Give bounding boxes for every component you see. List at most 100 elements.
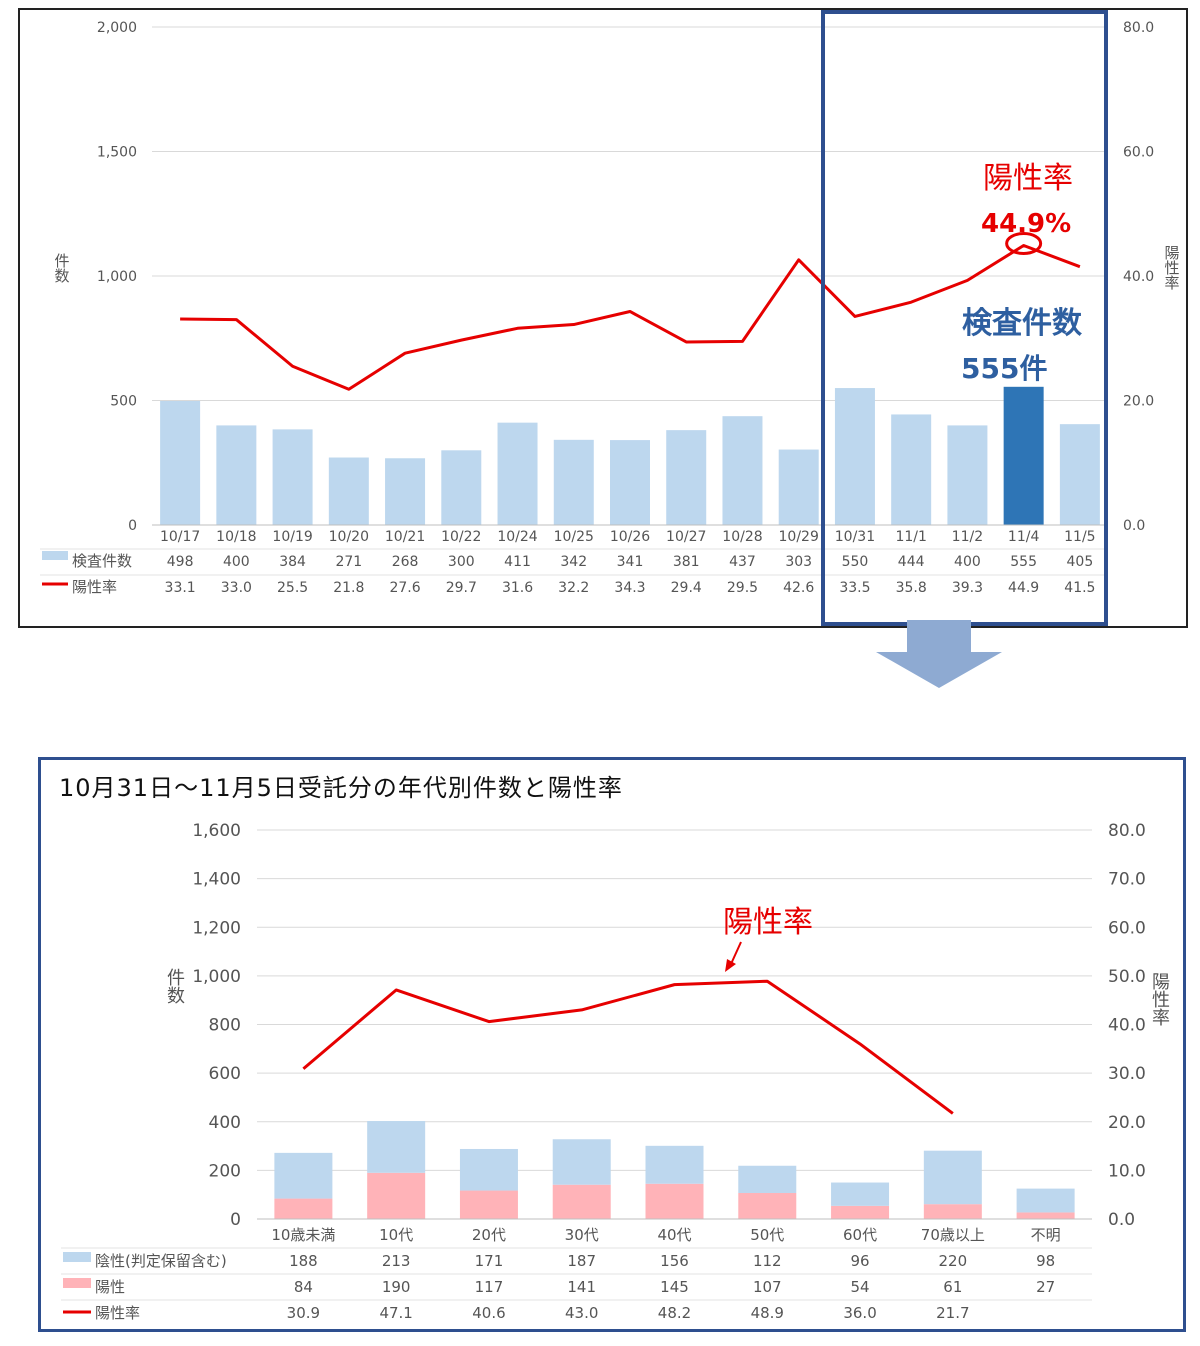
data-label-rate: 47.1 xyxy=(379,1304,412,1322)
y-tick-label: 1,500 xyxy=(97,145,137,161)
annotation-rate-label: 陽性率 xyxy=(983,161,1073,196)
data-label-count: 498 xyxy=(167,554,194,570)
data-label-negative: 96 xyxy=(851,1252,870,1270)
data-label-rate: 48.9 xyxy=(751,1304,784,1322)
y-tick-label: 0 xyxy=(230,1210,241,1230)
legend-label-rate: 陽性率 xyxy=(72,578,117,596)
y2-tick-label: 20.0 xyxy=(1108,1113,1146,1133)
legend-swatch-negative xyxy=(63,1252,91,1262)
data-label-count: 381 xyxy=(673,554,700,570)
data-label-count: 400 xyxy=(954,554,981,570)
data-label-rate: 29.5 xyxy=(727,580,758,596)
data-label-count: 384 xyxy=(279,554,306,570)
data-label-rate: 42.6 xyxy=(783,580,814,596)
y2-tick-label: 50.0 xyxy=(1108,967,1146,987)
y2-tick-label: 80.0 xyxy=(1123,20,1154,36)
y2-tick-label: 60.0 xyxy=(1123,145,1154,161)
data-label-rate: 31.6 xyxy=(502,580,533,596)
bar-positive xyxy=(552,1184,611,1219)
bar xyxy=(778,449,819,525)
y2-tick-label: 70.0 xyxy=(1108,870,1146,890)
bar xyxy=(441,450,482,525)
bar xyxy=(610,440,650,525)
bar xyxy=(891,414,932,525)
data-label-rate: 48.2 xyxy=(658,1304,691,1322)
data-label-rate: 29.7 xyxy=(446,580,477,596)
age-group-chart: 10月31日～11月5日受託分の年代別件数と陽性率 0 200 400 600 800 1… xyxy=(38,757,1186,1332)
data-label-rate: 25.5 xyxy=(277,580,308,596)
x-tick-label: 10/22 xyxy=(441,529,481,545)
y2-tick-label: 0.0 xyxy=(1108,1210,1135,1230)
bar-negative xyxy=(552,1139,611,1185)
y-axis-label: 件数 xyxy=(54,252,69,285)
data-label-rate: 21.7 xyxy=(936,1304,969,1322)
bar xyxy=(947,425,988,525)
y2-tick-label: 80.0 xyxy=(1108,821,1146,841)
data-label-positive: 107 xyxy=(753,1278,782,1296)
x-tick-label: 11/4 xyxy=(1008,529,1040,545)
data-label-rate: 30.9 xyxy=(287,1304,320,1322)
bar xyxy=(722,416,763,525)
data-label-rate: 36.0 xyxy=(843,1304,876,1322)
legend-label-rate: 陽性率 xyxy=(95,1304,140,1322)
y-tick-label: 1,400 xyxy=(192,870,241,890)
y-tick-label: 0 xyxy=(128,518,137,534)
data-label-negative: 171 xyxy=(475,1252,504,1270)
data-label-positive: 61 xyxy=(943,1278,962,1296)
bar xyxy=(1003,386,1044,525)
data-label-count: 550 xyxy=(842,554,869,570)
bar-positive xyxy=(459,1190,518,1219)
y-axis-label: 件数 xyxy=(167,968,185,1007)
bar-positive xyxy=(831,1205,890,1219)
x-tick-label: 10/27 xyxy=(666,529,706,545)
rate-line xyxy=(180,243,1081,391)
data-label-negative: 213 xyxy=(382,1252,411,1270)
data-label-rate: 35.8 xyxy=(896,580,927,596)
bar-positive xyxy=(645,1183,704,1219)
data-label-count: 300 xyxy=(448,554,475,570)
x-tick-label: 10歳未満 xyxy=(271,1226,335,1244)
x-tick-label: 10/29 xyxy=(779,529,819,545)
y2-tick-label: 10.0 xyxy=(1108,1161,1146,1181)
data-label-rate: 29.4 xyxy=(671,580,702,596)
x-tick-label: 10/18 xyxy=(216,529,256,545)
y2-tick-label: 30.0 xyxy=(1108,1064,1146,1084)
x-tick-label: 10/17 xyxy=(160,529,200,545)
data-label-positive: 54 xyxy=(851,1278,870,1296)
x-tick-label: 10/19 xyxy=(272,529,312,545)
data-label-positive: 145 xyxy=(660,1278,689,1296)
annotation-count-value: 555件 xyxy=(961,352,1047,385)
data-label-negative: 188 xyxy=(289,1252,318,1270)
data-label-negative: 220 xyxy=(939,1252,968,1270)
daily-tests-chart: 0 500 1,000 1,500 2,000 0.0 20.0 40.0 60.0 80.0 件数… xyxy=(18,8,1188,628)
y-tick-label: 1,000 xyxy=(97,269,137,285)
data-label-count: 411 xyxy=(504,554,531,570)
bar-positive xyxy=(738,1192,797,1219)
data-label-count: 268 xyxy=(392,554,419,570)
y-tick-label: 600 xyxy=(209,1064,241,1084)
age-group-chart-svg: 0 200 400 600 800 1,000 1,200 1,400 1,600 0.0 10.0… xyxy=(61,821,1170,1322)
legend-label-negative: 陰性(判定保留含む) xyxy=(95,1252,227,1270)
data-label-count: 555 xyxy=(1010,554,1037,570)
data-label-count: 271 xyxy=(335,554,362,570)
legend-label-count: 検査件数 xyxy=(72,552,132,570)
daily-tests-chart-svg: 0 500 1,000 1,500 2,000 0.0 20.0 40.0 60.0 80.0 件数… xyxy=(40,10,1180,626)
x-tick-label: 10/25 xyxy=(554,529,594,545)
x-tick-label: 10/21 xyxy=(385,529,425,545)
data-label-rate: 44.9 xyxy=(1008,580,1039,596)
data-label-rate: 41.5 xyxy=(1064,580,1095,596)
y-tick-label: 2,000 xyxy=(97,20,137,36)
highlight-circle xyxy=(1005,231,1043,255)
x-tick-label: 40代 xyxy=(657,1226,691,1244)
y-tick-label: 800 xyxy=(209,1016,241,1036)
data-label-rate: 33.0 xyxy=(221,580,252,596)
data-label-count: 400 xyxy=(223,554,250,570)
annotation-rate-value: 44.9% xyxy=(981,209,1071,239)
bar-negative xyxy=(274,1152,333,1199)
bar-positive xyxy=(274,1198,333,1219)
legend-swatch-count xyxy=(42,551,68,560)
data-label-negative: 156 xyxy=(660,1252,689,1270)
down-arrow-icon xyxy=(876,620,1002,688)
bar-positive xyxy=(923,1204,982,1219)
data-label-rate: 43.0 xyxy=(565,1304,598,1322)
